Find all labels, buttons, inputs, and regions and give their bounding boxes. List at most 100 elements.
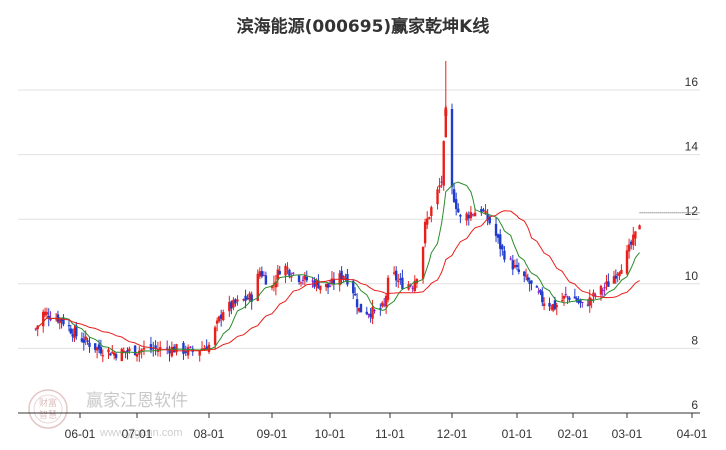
candle: [213, 325, 217, 350]
chart-title: 滨海能源(000695)赢家乾坤K线: [237, 16, 490, 37]
candle: [517, 262, 521, 275]
candle: [357, 307, 361, 313]
candle: [355, 293, 359, 315]
candle: [142, 340, 146, 355]
y-tick-label: 8: [691, 333, 698, 347]
candle: [80, 332, 84, 343]
candle-peak: [444, 60, 448, 123]
candle: [426, 211, 429, 229]
candle: [319, 285, 322, 294]
candle: [369, 308, 372, 323]
candle: [450, 103, 454, 195]
x-tick-label: 02-01: [558, 427, 589, 441]
candle: [330, 271, 334, 286]
candle: [438, 177, 441, 194]
candle: [332, 272, 336, 291]
y-tick-label: 14: [685, 140, 699, 154]
candle: [60, 318, 63, 329]
candle: [262, 271, 266, 277]
candle: [69, 324, 73, 335]
watermark-url: www.yjgann.com: [99, 427, 183, 439]
candle: [573, 288, 577, 299]
x-tick-label: 08-01: [194, 427, 225, 441]
x-tick-label: 10-01: [315, 427, 346, 441]
candle: [555, 302, 558, 316]
candle: [627, 238, 631, 259]
candle: [430, 205, 433, 223]
candle: [440, 175, 443, 188]
candle: [47, 308, 50, 327]
x-axis: 06-01 07-01 08-01 09-01 10-01 11-01 12-01 01-01…: [18, 412, 708, 441]
candle: [428, 216, 431, 220]
candle: [415, 278, 419, 289]
candle: [590, 298, 593, 309]
candle: [120, 347, 123, 362]
candle: [457, 203, 460, 214]
candle: [230, 300, 233, 315]
candle: [299, 281, 303, 287]
grid-lines: [18, 89, 700, 414]
candle: [172, 344, 176, 353]
candle: [503, 246, 506, 263]
candle: [303, 271, 307, 286]
candle: [135, 353, 139, 362]
candle: [244, 289, 247, 309]
candles: [34, 60, 641, 363]
candle: [290, 272, 293, 282]
candle: [551, 303, 555, 313]
candle: [56, 310, 60, 324]
candle: [168, 345, 171, 362]
x-tick-label: 01-01: [502, 427, 533, 441]
x-tick-label: 09-01: [257, 427, 288, 441]
candle: [258, 267, 262, 280]
candle: [317, 274, 320, 289]
candle: [94, 343, 97, 353]
candle: [346, 268, 349, 287]
candle: [392, 266, 396, 276]
candle: [625, 244, 629, 276]
candle: [629, 239, 633, 250]
candle: [601, 287, 604, 298]
candle: [548, 297, 551, 311]
candle: [95, 346, 99, 359]
candle: [101, 349, 104, 363]
candle: [128, 346, 131, 354]
ma-long-line: [35, 210, 640, 352]
candle: [42, 309, 45, 333]
candle: [140, 348, 143, 359]
candle: [274, 274, 278, 296]
candle: [471, 213, 475, 217]
candle: [605, 274, 608, 291]
watermark: 财富 智慧 赢家江恩软件 www.yjgann.com: [28, 389, 188, 439]
candle: [496, 233, 500, 244]
candle: [359, 303, 363, 313]
candle: [537, 287, 540, 295]
candle: [541, 287, 544, 307]
candle: [189, 346, 192, 349]
candle: [246, 294, 249, 300]
x-tick-label: 07-01: [122, 427, 153, 441]
candle: [469, 205, 473, 222]
candle: [186, 344, 190, 359]
candle: [634, 231, 637, 246]
candle: [228, 295, 231, 317]
candle: [564, 286, 567, 298]
candle: [256, 269, 259, 302]
x-tick-label: 11-01: [375, 427, 405, 441]
candle: [278, 266, 281, 275]
candle: [528, 277, 531, 292]
watermark-text: 赢家江恩软件: [86, 391, 188, 411]
candle: [381, 300, 384, 308]
candle: [365, 306, 368, 316]
candle: [342, 275, 345, 283]
candle: [232, 297, 235, 311]
candle: [542, 297, 546, 310]
candle: [217, 315, 221, 323]
watermark-seal-icon: [28, 389, 68, 429]
candle: [371, 299, 374, 325]
candle: [286, 262, 289, 275]
candle: [397, 273, 400, 289]
candle: [618, 271, 621, 281]
y-tick-label: 12: [685, 204, 699, 218]
